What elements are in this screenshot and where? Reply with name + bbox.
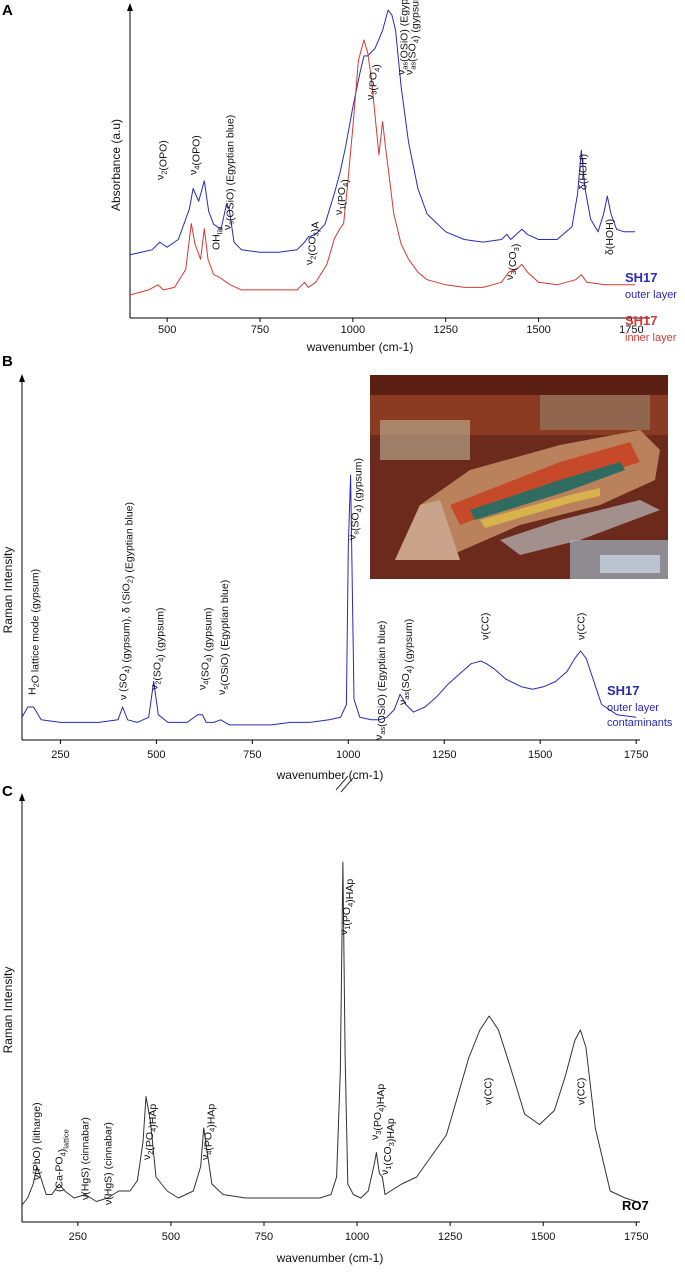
peak-annotation: ν4(PO4)HAp [199,1104,217,1160]
x-tick-label: 750 [243,749,261,761]
peak-annotation: ν(HgS) (cinnabar) [103,1122,115,1205]
peak-annotation: ν(CC) [575,1078,587,1105]
series-line-1 [129,9,636,256]
mummy-photo [370,375,668,579]
x-tick-label: 250 [69,1231,87,1243]
peak-annotation: νas(SO4) (gypsum) [404,0,422,75]
series-line-1 [21,474,637,726]
x-tick-label: 1500 [531,1231,555,1243]
legend-c-name: RO7 [622,1198,649,1213]
x-tick-label: 750 [251,324,269,336]
peak-annotation: νas(SO4) (gypsum) [397,619,415,705]
x-tick-label: 1250 [438,1231,462,1243]
peak-annotation: ν1(PO4)HAp [338,879,356,935]
series-line-1 [21,861,637,1206]
peak-annotation: ν (SO4) (gypsum), δ (SiO2) (Egyptian blu… [118,502,136,700]
series-line-2 [129,39,636,296]
legend-a-outer-name: SH17 [625,270,658,285]
peak-annotation: δ(HOH) [604,219,616,255]
peak-annotation: ν(HgS) (cinnabar) [80,1117,92,1200]
peak-annotation: ν1(PO4) [333,179,351,215]
x-tick-label: 1750 [624,1231,648,1243]
x-tick-label: 500 [147,749,165,761]
peak-annotation: ν(CC) [482,1078,494,1105]
x-tick-label: 750 [255,1231,273,1243]
x-tick-label: 1500 [528,749,552,761]
panel-label-a: A [2,2,13,19]
x-tick-label: 1500 [526,324,550,336]
peak-annotation: ν2(SO4) (gypsum) [149,608,167,690]
peak-annotation: ν(PbO) (litharge) [31,1102,43,1180]
panel-label-c: C [2,783,13,800]
peak-annotation: νs(SO4) (gypsum) [346,458,364,540]
x-tick-label: 500 [162,1231,180,1243]
x-tick-label: 1250 [432,749,456,761]
peak-annotation: νs(OSiO) (Egyptian blue) [222,115,237,230]
legend-a-inner-name: SH17 [625,313,658,328]
x-tick-label: 1750 [619,324,643,336]
x-axis-label-c: wavenumber (cm-1) [276,1251,384,1265]
peak-annotation: ν3(PO4) [365,64,383,100]
peak-annotation: ν2(OPO) [155,140,170,180]
peak-annotation: νas(OSiO) (Egyptian blue) [373,621,388,740]
y-axis-label-c: Raman Intensity [1,967,15,1054]
x-tick-label: 250 [51,749,69,761]
y-axis-label-b: Raman Intensity [1,547,15,634]
peak-annotation: H2O lattice mode (gypsum) [27,569,42,695]
peak-annotation: ν(CC) [576,613,588,640]
y-axis-label-a: Absorbance (a.u) [109,119,123,211]
x-tick-label: 500 [158,324,176,336]
peak-annotation: νas(OSiO) (Egyptian blue) [395,0,410,75]
y-axis-arrow-a [127,3,133,11]
peak-annotation: OHlib [210,227,224,250]
panel-label-b: B [2,353,13,370]
legend-b-sub: outer layer [607,702,659,714]
peak-annotation: (Ca-PO4)lattice [54,1129,71,1192]
y-axis-arrow-b [19,374,25,382]
peak-annotation: ν1(CO3)HAp [379,1118,397,1175]
x-tick-label: 1000 [336,749,360,761]
peak-annotation: δ(HOH) [577,154,589,190]
x-axis-label-a: wavenumber (cm-1) [306,340,414,354]
y-axis-arrow-c [19,793,25,801]
axis-break-mark-1 [335,775,349,791]
panel-a: 500 750 1000 1250 1500 1750 wavenumber (cm-1)… [109,0,677,354]
x-axis-label-b: wavenumber (cm-1) [276,768,384,782]
legend-b-sub3: contaminants [607,717,673,729]
peak-annotation: νs(OSiO) (Egyptian blue) [216,580,231,695]
panel-c: 250 500 750 1000 1250 1500 1750 wavenumber (cm… [1,775,649,1265]
legend-b-name: SH17 [607,683,640,698]
peak-annotation: ν3(PO4)HAp [369,1084,387,1140]
panel-b: 250 500 750 1000 1250 1500 1750 wavenumber (cm… [1,374,673,782]
x-tick-label: 1000 [345,1231,369,1243]
legend-a-inner-sub: inner layer [625,332,677,344]
peak-annotation: ν3(CO3) [504,244,522,280]
x-tick-label: 1250 [433,324,457,336]
peak-annotation: ν4(OPO) [187,135,202,175]
peak-annotation: ν2(PO4)HAp [141,1104,159,1160]
legend-a-outer-sub: outer layer [625,289,677,301]
x-tick-label: 1000 [341,324,365,336]
peak-annotation: ν(CC) [480,613,492,640]
axis-break-mark-2 [340,777,354,793]
peak-annotation: ν2(CO3)A [303,222,321,265]
x-tick-label: 1750 [624,749,648,761]
peak-annotation: ν4(SO4) (gypsum) [197,608,215,690]
